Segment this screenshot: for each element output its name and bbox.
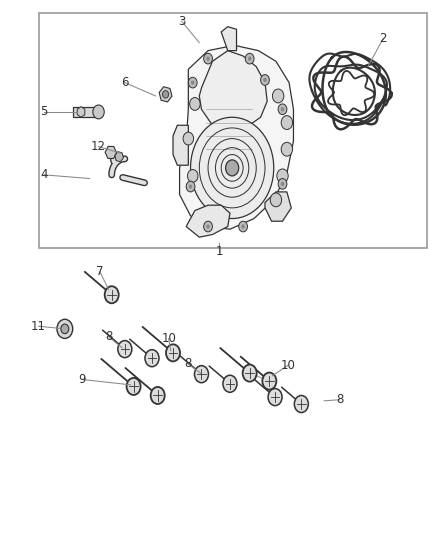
Text: 8: 8 [105,330,112,343]
Circle shape [145,350,159,367]
Text: 10: 10 [281,359,296,372]
Circle shape [151,387,165,404]
Circle shape [204,221,212,232]
Circle shape [118,341,132,358]
Circle shape [191,117,274,219]
Circle shape [248,56,251,61]
Text: 8: 8 [184,357,191,370]
Circle shape [278,104,287,115]
Circle shape [245,53,254,64]
Circle shape [186,181,195,192]
Circle shape [270,193,282,207]
Circle shape [272,89,284,103]
Text: 12: 12 [91,140,106,153]
Text: 2: 2 [379,32,387,45]
Text: 11: 11 [31,320,46,333]
Circle shape [281,107,284,111]
Text: 3: 3 [178,15,185,28]
Polygon shape [186,205,230,237]
Circle shape [268,389,282,406]
Circle shape [294,395,308,413]
Circle shape [281,142,293,156]
Circle shape [262,373,276,390]
Text: 1: 1 [215,245,223,258]
Circle shape [241,224,245,229]
Circle shape [189,184,192,189]
Circle shape [223,375,237,392]
Circle shape [187,169,198,182]
Polygon shape [73,107,99,117]
Circle shape [206,56,210,61]
Text: 5: 5 [40,106,47,118]
Circle shape [61,324,69,334]
Circle shape [206,224,210,229]
Circle shape [166,344,180,361]
Text: 7: 7 [96,265,104,278]
Circle shape [190,98,200,110]
Text: 10: 10 [161,332,176,345]
Circle shape [243,365,257,382]
Circle shape [281,116,293,130]
Text: 4: 4 [40,168,48,181]
Polygon shape [221,27,237,51]
Polygon shape [173,125,188,165]
Circle shape [93,105,104,119]
Circle shape [226,160,239,176]
Circle shape [239,221,247,232]
Circle shape [261,75,269,85]
Circle shape [162,91,169,98]
Text: 8: 8 [336,393,343,406]
Polygon shape [265,192,291,221]
Circle shape [105,286,119,303]
Circle shape [127,378,141,395]
Polygon shape [180,45,293,229]
Circle shape [263,78,267,82]
Bar [39,13,427,248]
Circle shape [188,77,197,88]
Circle shape [277,169,288,183]
Circle shape [278,179,287,189]
Circle shape [183,132,194,145]
Polygon shape [199,51,267,131]
Circle shape [191,80,194,85]
Circle shape [281,182,284,186]
Text: 9: 9 [78,373,86,386]
Circle shape [57,319,73,338]
Text: 6: 6 [121,76,129,89]
Circle shape [194,366,208,383]
Circle shape [204,53,212,64]
